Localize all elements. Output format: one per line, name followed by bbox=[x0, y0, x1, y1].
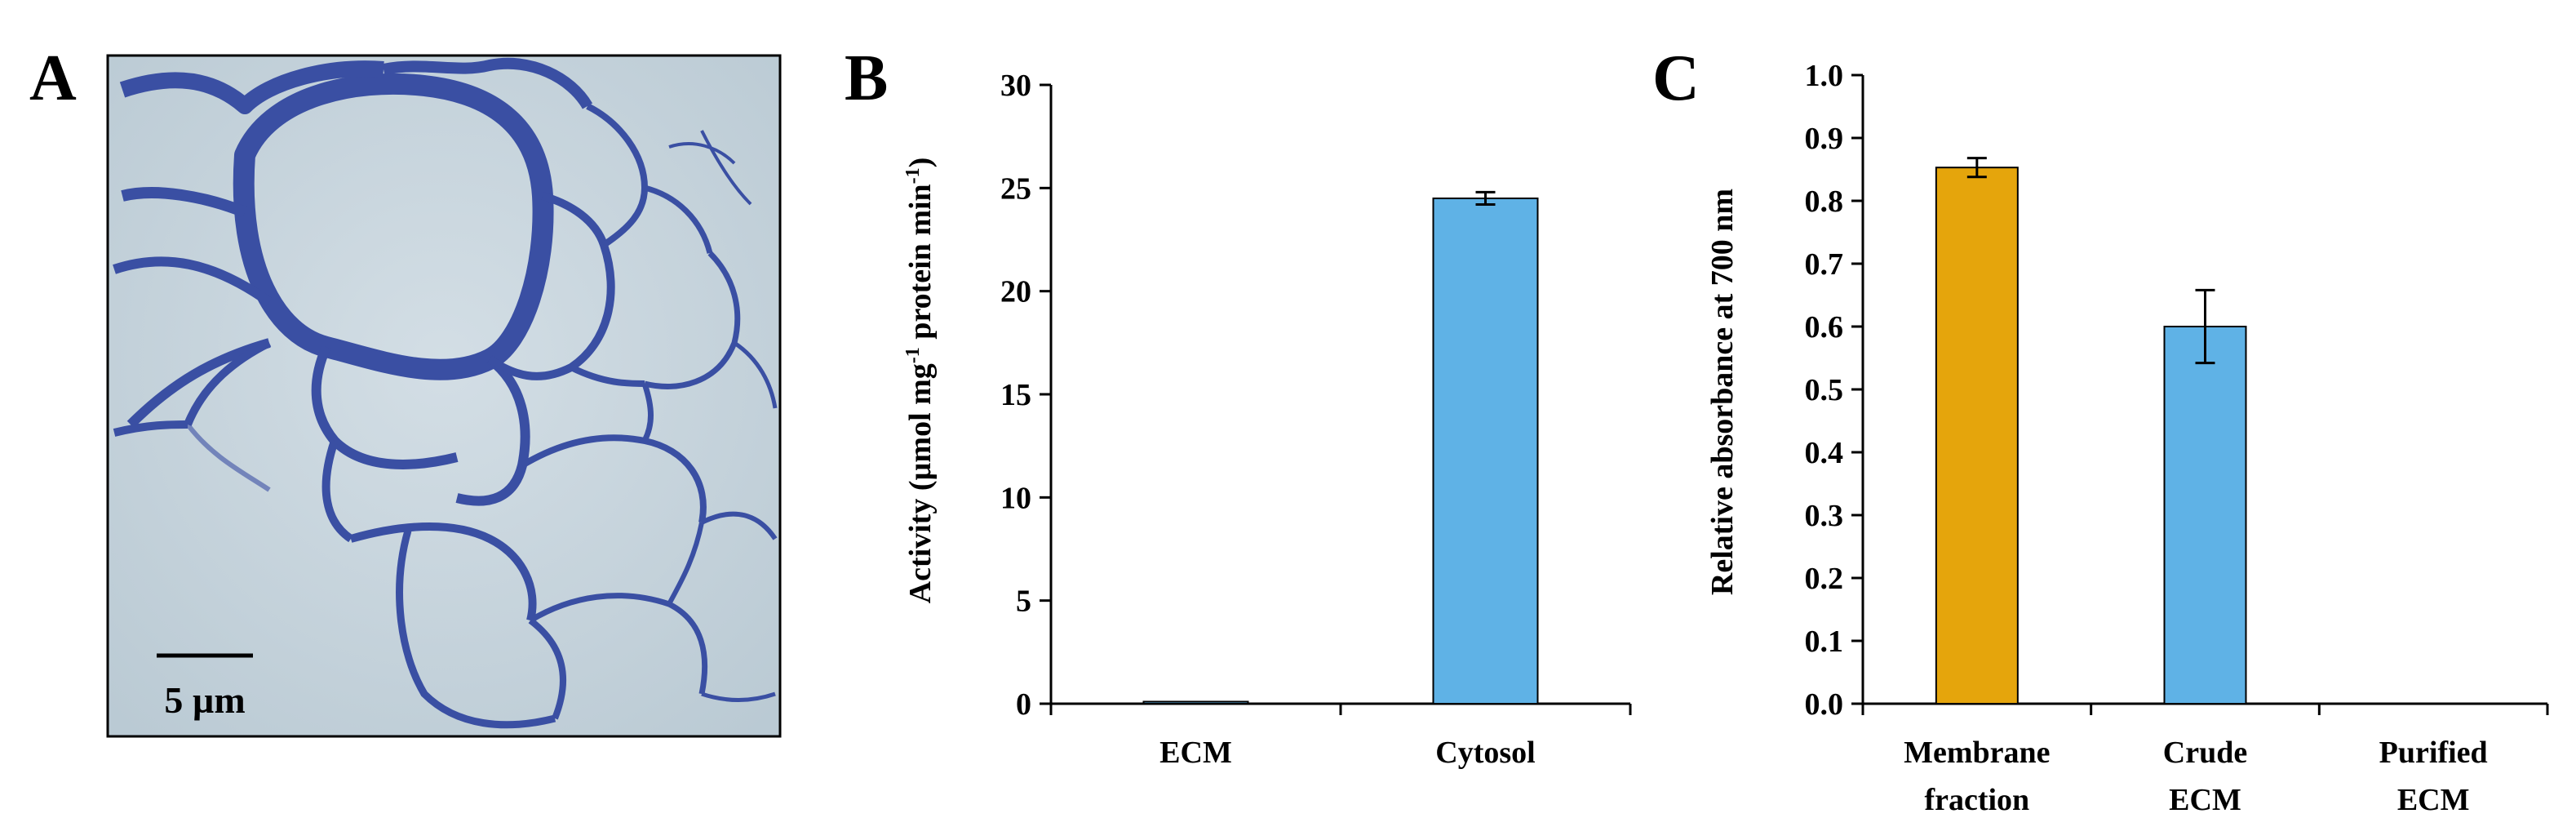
chart-b-bar bbox=[1432, 197, 1539, 705]
chart-c-x-tick-label: Purified bbox=[2379, 736, 2488, 770]
chart-c-bar bbox=[1935, 167, 2019, 705]
chart-c-y-tick-label: 0.6 bbox=[1805, 310, 1844, 345]
cell-wall bbox=[349, 522, 537, 622]
chart-c-x-tick-label: ECM bbox=[2169, 783, 2241, 817]
chart-c-y-tick-label: 0.0 bbox=[1805, 687, 1844, 722]
cell-wall bbox=[641, 382, 654, 442]
chart-b-y-tick-label: 25 bbox=[1000, 171, 1031, 206]
chart-c-bar bbox=[2163, 326, 2247, 705]
chart-b-y-tick-label: 20 bbox=[1000, 275, 1031, 309]
panel-letter-a: A bbox=[29, 42, 77, 114]
chart-c-y-tick-label: 0.1 bbox=[1805, 625, 1844, 659]
cell-wall bbox=[644, 184, 713, 254]
cell-walls bbox=[113, 57, 778, 729]
cell-wall bbox=[185, 423, 271, 492]
cell-wall bbox=[528, 617, 566, 720]
cell-wall bbox=[321, 439, 353, 543]
chart-c-x-tick-label: Crude bbox=[2163, 736, 2247, 770]
cell-wall bbox=[529, 593, 708, 695]
chart-c-x-tick-label: Membrane bbox=[1904, 736, 2050, 770]
chart-b: Activity (µmol mg-1 protein min-1) 05101… bbox=[902, 69, 1632, 770]
cell-wall bbox=[487, 192, 615, 380]
cell-wall bbox=[382, 57, 593, 109]
chart-b-y-tick-label: 30 bbox=[1000, 69, 1031, 103]
chart-c-y-tick-label: 0.9 bbox=[1805, 122, 1844, 156]
cell-wall bbox=[113, 420, 188, 437]
chart-c-x-tick-label: fraction bbox=[1924, 783, 2029, 817]
chart-b-ylabel-sup2: -1 bbox=[902, 167, 924, 184]
chart-b-bar bbox=[1142, 700, 1249, 705]
cell-wall bbox=[668, 142, 736, 165]
cell-wall bbox=[700, 511, 778, 540]
panel-letter-c: C bbox=[1652, 42, 1700, 114]
chart-c-y-tick-label: 0.2 bbox=[1805, 562, 1844, 596]
cell-wall bbox=[113, 256, 273, 306]
chart-c-y-tick-label: 0.3 bbox=[1805, 499, 1844, 533]
cell-wall bbox=[700, 130, 752, 206]
chart-b-y-tick-label: 0 bbox=[1016, 687, 1031, 722]
cell-wall bbox=[733, 340, 778, 409]
chart-b-ylabel-mid: protein min bbox=[903, 184, 938, 347]
chart-c-x-tick-label: ECM bbox=[2397, 783, 2470, 817]
cell-wall bbox=[119, 60, 384, 114]
cell-wall bbox=[570, 364, 645, 387]
chart-b-y-tick-label: 15 bbox=[1000, 378, 1031, 412]
chart-c-y-tick-label: 0.7 bbox=[1805, 247, 1844, 282]
cell-wall bbox=[233, 73, 554, 380]
cell-wall bbox=[586, 103, 648, 248]
chart-c-ylabel: Relative absorbance at 700 nm bbox=[1705, 189, 1740, 595]
cell-wall bbox=[184, 339, 272, 426]
chart-b-ylabel: Activity (µmol mg-1 protein min-1) bbox=[902, 158, 938, 604]
micrograph-frame bbox=[106, 54, 782, 738]
scale-bar-label: 5 µm bbox=[164, 679, 245, 721]
chart-c: Relative absorbance at 700 nm 0.0 0.1 0.2 0… bbox=[1705, 59, 2549, 817]
chart-c-y-tick-label: 0.5 bbox=[1805, 373, 1844, 407]
cell-wall bbox=[667, 522, 704, 606]
chart-b-ylabel-main: Activity (µmol mg bbox=[903, 363, 938, 603]
cell-wall bbox=[701, 691, 776, 702]
chart-b-x-tick-label: Cytosol bbox=[1435, 736, 1535, 770]
chart-c-y-tick-label: 1.0 bbox=[1805, 59, 1844, 93]
chart-b-y-tick-label: 10 bbox=[1000, 481, 1031, 515]
panel-letter-b: B bbox=[845, 42, 888, 114]
chart-b-y-tick-label: 5 bbox=[1016, 585, 1031, 619]
micrograph-background bbox=[108, 56, 780, 736]
cell-wall bbox=[396, 529, 556, 729]
chart-b-ylabel-end: ) bbox=[903, 158, 938, 168]
chart-b-ylabel-sup1: -1 bbox=[902, 347, 924, 363]
chart-c-y-tick-label: 0.4 bbox=[1805, 436, 1844, 470]
chart-b-x-tick-label: ECM bbox=[1159, 736, 1232, 770]
cell-wall bbox=[126, 338, 271, 429]
chart-c-y-tick-label: 0.8 bbox=[1805, 184, 1844, 219]
cell-wall bbox=[121, 187, 247, 218]
micrograph: 5 µm bbox=[106, 54, 782, 738]
